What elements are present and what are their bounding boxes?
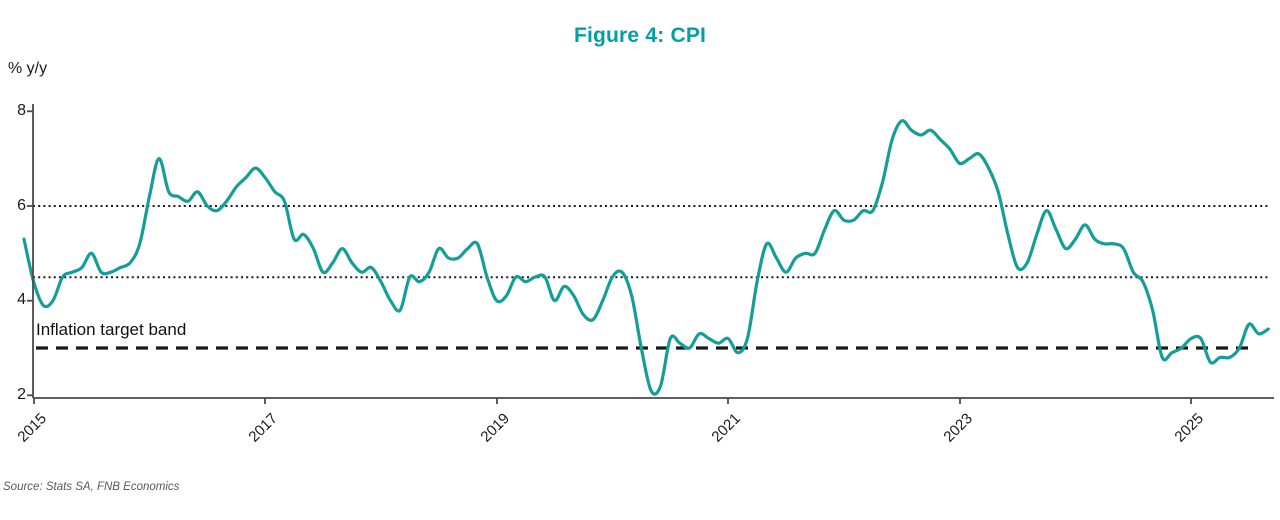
source-note: Source: Stats SA, FNB Economics xyxy=(3,481,180,493)
y-tick-label-2: 2 xyxy=(17,386,26,403)
inflation-target-band-label: Inflation target band xyxy=(36,320,187,339)
y-axis-unit-label: % y/y xyxy=(8,60,48,77)
y-tick-label-4: 4 xyxy=(17,291,26,308)
cpi-series-line xyxy=(22,119,1270,396)
x-tick-marks xyxy=(33,398,1192,404)
y-tick-label-6: 6 xyxy=(17,197,26,214)
y-tick-marks xyxy=(27,110,33,397)
y-tick-label-8: 8 xyxy=(17,102,26,119)
chart-title: Figure 4: CPI xyxy=(573,24,707,47)
